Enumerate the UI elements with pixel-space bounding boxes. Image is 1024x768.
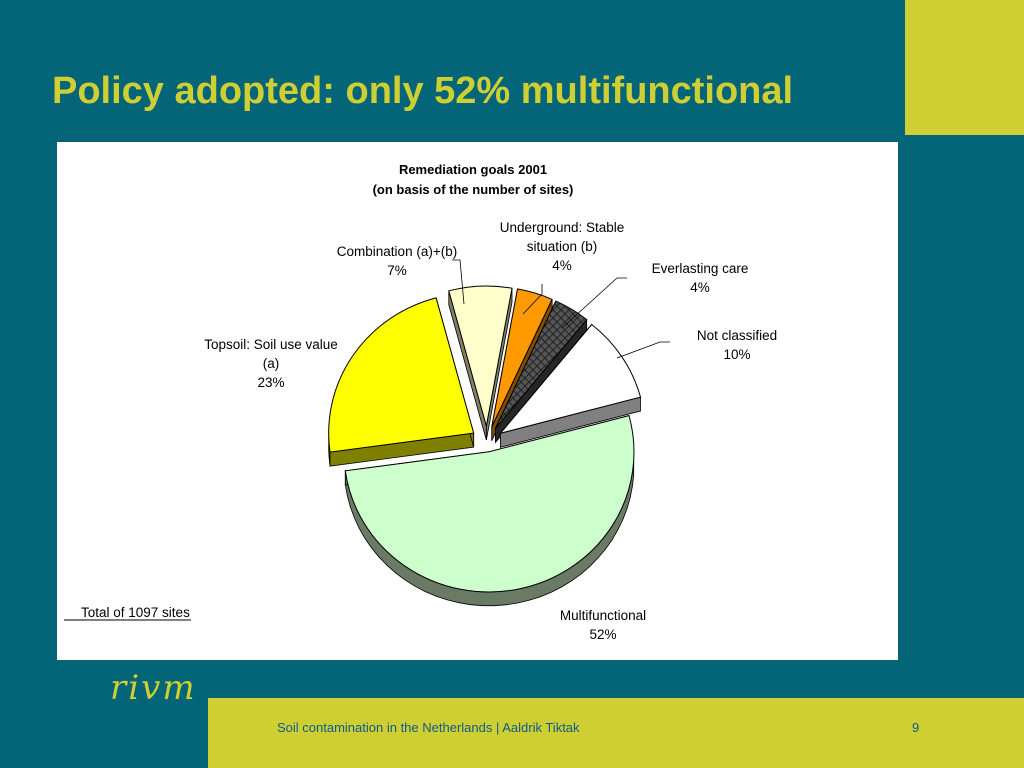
- leader-line-5: [616, 341, 670, 359]
- pie-slice-not-classified: [499, 323, 642, 435]
- bottom-accent-band: [208, 698, 1024, 768]
- chart-subtitle: (on basis of the number of sites): [373, 182, 574, 197]
- slice-label-4-line-1: 4%: [690, 280, 710, 295]
- pie-slice-multifunctional: [344, 414, 635, 593]
- slice-label-5-line-1: 10%: [723, 347, 750, 362]
- slide-title: Policy adopted: only 52% multifunctional: [52, 70, 794, 112]
- slice-label-3-line-1: situation (b): [527, 239, 598, 254]
- pie-slices: [328, 285, 642, 607]
- pie-slice-combination-a-b: [448, 285, 513, 427]
- slice-label-1-line-0: Topsoil: Soil use value: [204, 337, 338, 352]
- slice-label-4-line-0: Everlasting care: [652, 261, 749, 276]
- slice-label-1-line-1: (a): [263, 356, 280, 371]
- slice-label-0-line-1: 52%: [589, 627, 616, 642]
- rivm-logo: rivm: [110, 668, 197, 708]
- leader-lines: [452, 259, 670, 359]
- leader-line-4: [561, 277, 627, 329]
- top-right-accent-block: [905, 0, 1024, 135]
- pie-slice-side-2: [448, 288, 513, 441]
- chart-title: Remediation goals 2001: [399, 162, 547, 177]
- slice-label-5-line-0: Not classified: [697, 328, 777, 343]
- slice-label-3-line-2: 4%: [552, 258, 572, 273]
- pie-slice-underground-stable-situation-b: [491, 288, 553, 427]
- pie-slice-everlasting-care: [494, 300, 588, 429]
- slice-labels: Multifunctional 52% Topsoil: Soil use valu…: [204, 220, 777, 642]
- slice-label-2-line-1: 7%: [387, 263, 407, 278]
- leader-line-3: [522, 284, 543, 315]
- slice-label-2-line-0: Combination (a)+(b): [337, 244, 457, 259]
- slice-label-0-line-0: Multifunctional: [560, 608, 646, 623]
- slice-label-1-line-2: 23%: [257, 375, 284, 390]
- footer-text: Soil contamination in the Netherlands | …: [277, 720, 580, 735]
- page-number: 9: [912, 720, 920, 735]
- chart-panel: Remediation goals 2001 (on basis of the …: [57, 142, 898, 660]
- leader-line-2: [452, 259, 465, 305]
- slice-label-3-line-0: Underground: Stable: [500, 220, 625, 235]
- total-sites-note: Total of 1097 sites: [81, 605, 190, 620]
- pie-slice-topsoil-soil-use-value-a: [328, 297, 475, 453]
- pie-chart: Remediation goals 2001 (on basis of the …: [64, 162, 777, 642]
